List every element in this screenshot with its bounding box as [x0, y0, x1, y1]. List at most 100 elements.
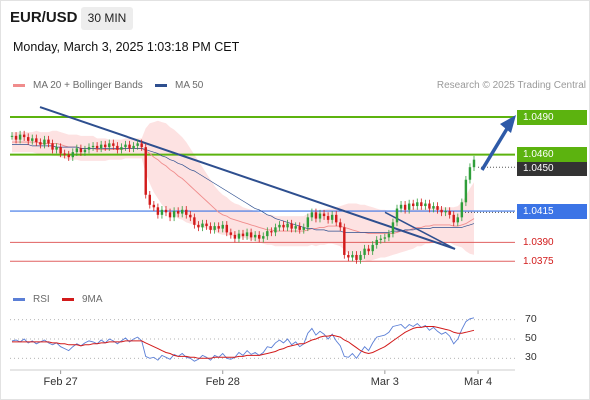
candle-body	[136, 143, 139, 146]
candle-body	[35, 138, 38, 143]
candle-body	[407, 203, 411, 210]
legend-ma50: MA 50	[155, 80, 203, 91]
candle-body	[355, 254, 358, 260]
candle-body	[31, 138, 34, 141]
candle-body	[185, 209, 188, 215]
candle-body	[314, 212, 318, 219]
current-price-tag: 1.0450	[517, 161, 587, 177]
candle-body	[132, 145, 135, 149]
candle-body	[75, 148, 79, 153]
legend-rsi-ma: 9MA	[62, 294, 103, 305]
legend-ma20-label: MA 20 + Bollinger Bands	[33, 80, 143, 91]
candle-body	[63, 153, 66, 155]
candle-body	[334, 214, 338, 223]
candle-body	[286, 223, 289, 228]
candle-body	[172, 211, 176, 218]
candle-body	[140, 143, 143, 148]
candle-body	[432, 206, 435, 209]
candle-body	[160, 209, 164, 215]
candle-body	[237, 233, 241, 239]
candle-body	[168, 212, 172, 218]
candle-body	[95, 145, 99, 149]
candle-body	[55, 147, 58, 150]
candle-body	[249, 232, 253, 238]
candle-body	[26, 137, 30, 141]
legend-ma20: MA 20 + Bollinger Bands	[13, 80, 143, 91]
candle-body	[213, 226, 216, 230]
candle-body	[112, 143, 115, 146]
candle-body	[347, 254, 350, 258]
candle-body	[274, 227, 277, 233]
x-tick-label: Feb 28	[205, 376, 240, 388]
candle-body	[209, 226, 212, 230]
candle-body	[472, 159, 476, 168]
candle-body	[420, 202, 423, 207]
candle-body	[343, 227, 346, 255]
candle-body	[444, 211, 447, 213]
candle-body	[197, 224, 200, 228]
candle-body	[10, 135, 14, 137]
x-tick-label: Mar 4	[463, 376, 493, 388]
price-tag-1.0460: 1.0460	[517, 147, 587, 163]
candle-body	[124, 144, 127, 148]
legend-rsi-ma-swatch	[62, 298, 74, 301]
candle-body	[51, 143, 54, 150]
candle-body	[339, 222, 342, 228]
candle-body	[91, 145, 95, 148]
candle-body	[367, 248, 370, 252]
bollinger-band	[12, 120, 474, 262]
candle-body	[47, 139, 50, 144]
rsi-line	[11, 317, 475, 362]
legend-ma50-label: MA 50	[175, 80, 204, 91]
candle-body	[205, 223, 208, 227]
legend-rsi-swatch	[13, 298, 25, 301]
candle-body	[448, 211, 451, 215]
candle-body	[424, 203, 427, 207]
candle-body	[290, 223, 293, 229]
candle-body	[403, 204, 407, 210]
candle-body	[330, 214, 334, 220]
chart-datetime: Monday, March 3, 2025 1:03:18 PM CET	[13, 40, 240, 54]
x-tick-label: Mar 3	[370, 376, 399, 388]
candle-body	[120, 147, 123, 150]
candle-body	[67, 154, 70, 158]
candle-body	[189, 214, 192, 218]
candle-body	[108, 143, 111, 148]
candle-body	[302, 227, 306, 230]
candle-body	[416, 202, 419, 207]
price-tag-1.0490: 1.0490	[517, 109, 587, 125]
candle-body	[71, 152, 75, 158]
candle-body	[436, 206, 439, 210]
legend-rsi-label: RSI	[33, 294, 50, 305]
rsi-level-label: 70	[525, 312, 537, 325]
candle-body	[456, 217, 460, 223]
candle-body	[99, 144, 103, 149]
symbol-title: EUR/USD	[10, 9, 78, 26]
candle-body	[298, 226, 301, 230]
price-tag-1.0415: 1.0415	[517, 203, 587, 219]
candle-body	[128, 144, 131, 149]
candle-body	[217, 226, 220, 229]
candle-body	[257, 234, 261, 239]
candle-body	[371, 244, 374, 252]
candle-body	[363, 248, 366, 255]
candle-body	[14, 135, 18, 140]
candle-body	[387, 233, 391, 238]
candle-body	[152, 204, 156, 208]
candle-body	[464, 179, 468, 203]
candle-body	[468, 167, 472, 180]
candle-body	[59, 147, 62, 154]
legend-ma20-swatch	[13, 84, 25, 87]
candle-body	[375, 239, 378, 245]
forecast-arrow-shaft	[480, 126, 510, 171]
candle-body	[225, 224, 229, 233]
candle-body	[440, 209, 443, 213]
rsi-level-label: 50	[525, 332, 537, 344]
candle-body	[39, 142, 42, 145]
candle-body	[294, 226, 297, 229]
timeframe-badge[interactable]: 30 MIN	[81, 7, 133, 30]
credit-text: Research © 2025 Trading Central	[436, 80, 586, 91]
candle-body	[245, 232, 249, 237]
x-tick-label: Feb 27	[43, 376, 78, 388]
